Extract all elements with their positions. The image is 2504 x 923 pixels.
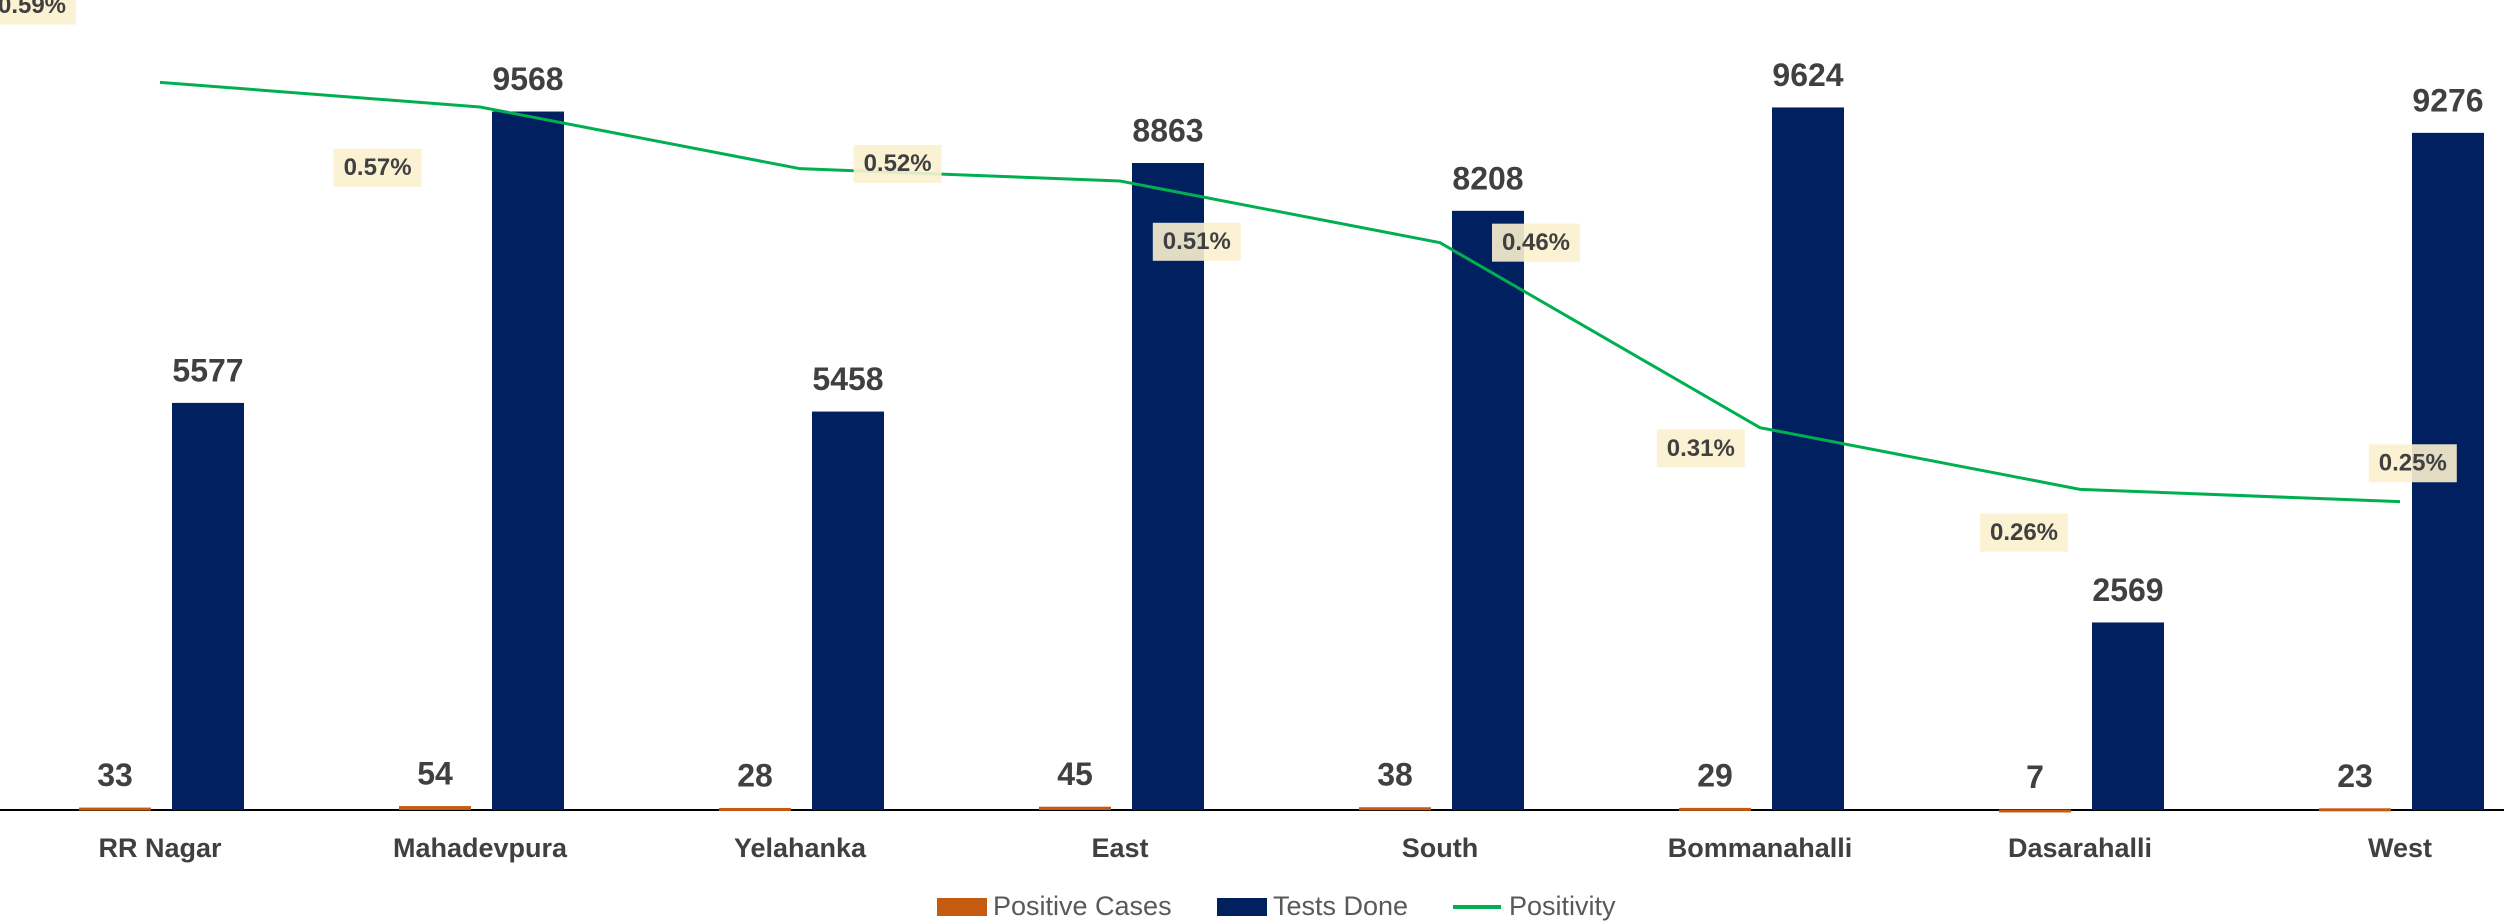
- bar: [1772, 107, 1844, 810]
- bar: [492, 111, 564, 810]
- x-tick-label: West: [2368, 833, 2432, 863]
- data-label: 9624: [1772, 57, 1843, 93]
- line: [159, 80, 2401, 504]
- data-label: 9568: [492, 61, 563, 97]
- bar: [1039, 806, 1111, 810]
- legend-swatch: [1217, 898, 1267, 916]
- data-label-bg: [1656, 429, 1745, 468]
- data-label: 45: [1057, 756, 1093, 792]
- data-label: 9276: [2412, 82, 2483, 118]
- bar: [1452, 210, 1524, 811]
- bar: [812, 411, 884, 810]
- data-label: 5458: [812, 361, 883, 397]
- x-tick-label: Dasarahalli: [2008, 833, 2152, 863]
- bar: [1999, 809, 2071, 813]
- data-label: 0.31%: [1667, 435, 1735, 462]
- x-tick-label: Bommanahalli: [1668, 833, 1853, 863]
- bar: [2092, 622, 2164, 810]
- bar: [79, 807, 151, 811]
- legend-label: Positive Cases: [993, 891, 1172, 921]
- legend-label: Tests Done: [1273, 891, 1408, 921]
- x-tick-label: Yelahanka: [734, 833, 867, 863]
- data-label-bg: [1152, 222, 1241, 261]
- data-label: 0.25%: [2379, 450, 2447, 477]
- data-label-bg: [2368, 444, 2457, 483]
- x-tick-label: Mahadevpura: [393, 833, 568, 863]
- data-label: 0.26%: [1990, 519, 2058, 546]
- data-label: 0.52%: [864, 150, 932, 177]
- data-label: 38: [1377, 757, 1413, 793]
- legend-swatch: [937, 898, 987, 916]
- data-label: 8208: [1452, 160, 1523, 196]
- bar: [719, 807, 791, 811]
- data-label-bg: [333, 148, 422, 187]
- data-label: 54: [417, 756, 453, 792]
- data-label: 5577: [172, 352, 243, 388]
- data-label: 7: [2026, 759, 2044, 795]
- data-label: 2569: [2092, 572, 2163, 608]
- x-tick-label: South: [1402, 833, 1478, 863]
- data-label: 0.51%: [1163, 228, 1231, 255]
- data-label: 0.59%: [0, 0, 66, 19]
- data-label-bg: [1492, 223, 1580, 262]
- data-label: 0.46%: [1502, 229, 1570, 256]
- data-label: 33: [97, 757, 133, 793]
- legend-label: Positivity: [1509, 891, 1616, 921]
- data-label: 29: [1697, 757, 1733, 793]
- bar: [1132, 163, 1204, 811]
- x-tick-label: East: [1091, 833, 1148, 863]
- bar: [2319, 808, 2391, 812]
- bar: [1679, 807, 1751, 811]
- bar: [1359, 807, 1431, 811]
- bar: [399, 806, 471, 810]
- data-label: 8863: [1132, 112, 1203, 148]
- data-label: 23: [2337, 758, 2373, 794]
- data-label-bg: [0, 0, 76, 25]
- x-tick-label: RR Nagar: [98, 833, 222, 863]
- data-label: 0.57%: [344, 154, 412, 181]
- data-label-bg: [853, 144, 942, 183]
- data-label: 28: [737, 757, 773, 793]
- data-label-bg: [1980, 513, 2068, 552]
- bar: [172, 402, 244, 810]
